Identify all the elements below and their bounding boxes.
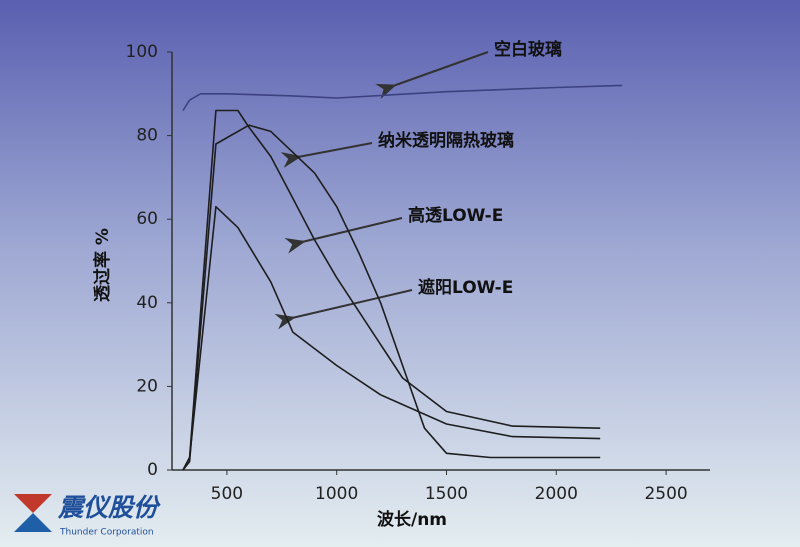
logo-icon bbox=[14, 494, 52, 513]
series-line bbox=[182, 124, 601, 471]
series-line bbox=[182, 84, 623, 111]
annotation: 遮阳LOW-E bbox=[418, 277, 513, 298]
logo-subtitle: Thunder Corporation bbox=[59, 528, 154, 538]
x-tick-label: 1000 bbox=[315, 484, 358, 504]
x-tick-label: 1500 bbox=[425, 484, 468, 504]
x-tick-label: 2000 bbox=[535, 484, 578, 504]
y-tick-label: 0 bbox=[147, 460, 158, 480]
y-axis-label: 透过率 % bbox=[92, 228, 113, 302]
annotation: 高透LOW-E bbox=[408, 205, 503, 226]
y-tick-label: 40 bbox=[136, 293, 158, 313]
arrow bbox=[284, 217, 403, 254]
annotations: 空白玻璃 纳米透明隔热玻璃 高透LOW-E 遮阳LOW-E bbox=[274, 39, 562, 330]
y-tick-label: 80 bbox=[136, 126, 158, 146]
logo-icon bbox=[14, 513, 52, 532]
series-line bbox=[182, 205, 601, 471]
annotation: 空白玻璃 bbox=[494, 39, 562, 60]
x-tick-label: 2500 bbox=[644, 484, 687, 504]
x-tick-label: 500 bbox=[211, 484, 243, 504]
arrow bbox=[375, 51, 489, 99]
arrow bbox=[280, 142, 373, 168]
logo-name: 震仪股份 bbox=[57, 493, 161, 522]
y-tick-label: 20 bbox=[136, 376, 158, 396]
y-tick-label: 60 bbox=[136, 209, 158, 229]
logo: 震仪股份 Thunder Corporation bbox=[14, 493, 161, 538]
annotation: 纳米透明隔热玻璃 bbox=[378, 130, 514, 151]
arrow bbox=[274, 289, 413, 330]
series-line bbox=[182, 109, 601, 471]
y-tick-label: 100 bbox=[126, 42, 158, 62]
x-axis-label: 波长/nm bbox=[377, 509, 447, 530]
